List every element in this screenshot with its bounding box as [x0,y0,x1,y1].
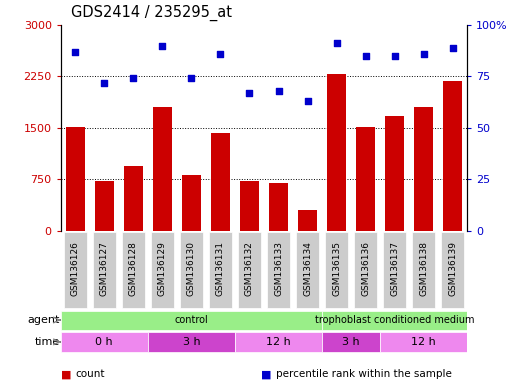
Point [129,75,138,81]
FancyBboxPatch shape [354,232,377,308]
Text: GSM136131: GSM136131 [216,241,225,296]
Text: percentile rank within the sample: percentile rank within the sample [276,369,452,379]
FancyBboxPatch shape [151,232,174,308]
Text: GSM136126: GSM136126 [71,241,80,296]
Text: 12 h: 12 h [266,337,291,347]
Point [275,88,283,94]
FancyBboxPatch shape [122,232,145,308]
Point [391,53,399,59]
Point [303,98,312,104]
Bar [356,127,375,231]
Point [71,49,80,55]
FancyBboxPatch shape [209,232,232,308]
Bar [95,181,114,231]
FancyBboxPatch shape [93,232,116,308]
Text: count: count [76,369,105,379]
FancyBboxPatch shape [383,232,406,308]
Point [187,75,196,81]
Bar [327,74,346,231]
FancyBboxPatch shape [148,333,235,352]
Bar [240,181,259,231]
Bar [269,183,288,231]
Text: ■: ■ [261,369,276,379]
FancyBboxPatch shape [267,232,290,308]
Point [333,40,341,46]
Text: GDS2414 / 235295_at: GDS2414 / 235295_at [71,5,232,21]
FancyBboxPatch shape [296,232,319,308]
Text: GSM136137: GSM136137 [390,241,399,296]
Point [216,51,225,57]
Text: GSM136132: GSM136132 [245,241,254,296]
Point [420,51,428,57]
FancyBboxPatch shape [380,333,467,352]
Text: trophoblast conditioned medium: trophoblast conditioned medium [315,315,475,325]
FancyBboxPatch shape [325,232,348,308]
Text: GSM136127: GSM136127 [100,241,109,296]
Text: time: time [35,337,60,347]
Point [245,90,254,96]
Text: GSM136135: GSM136135 [332,241,341,296]
Text: agent: agent [28,315,60,325]
FancyBboxPatch shape [180,232,203,308]
Bar [153,107,172,231]
Bar [66,127,84,231]
Point [449,45,457,51]
FancyBboxPatch shape [322,311,467,330]
Point [100,79,109,86]
Point [158,43,167,49]
FancyBboxPatch shape [235,333,322,352]
FancyBboxPatch shape [64,232,87,308]
FancyBboxPatch shape [61,311,322,330]
Text: GSM136136: GSM136136 [361,241,370,296]
Text: GSM136130: GSM136130 [187,241,196,296]
Text: 3 h: 3 h [342,337,360,347]
Text: ■: ■ [61,369,75,379]
Bar [444,81,462,231]
Text: GSM136129: GSM136129 [158,241,167,296]
Text: GSM136134: GSM136134 [303,241,312,296]
Text: control: control [175,315,208,325]
Text: 3 h: 3 h [183,337,200,347]
Text: 0 h: 0 h [96,337,113,347]
Text: 12 h: 12 h [411,337,436,347]
Text: GSM136138: GSM136138 [419,241,428,296]
Text: GSM136128: GSM136128 [129,241,138,296]
Bar [124,166,143,231]
FancyBboxPatch shape [238,232,261,308]
Bar [385,116,404,231]
FancyBboxPatch shape [322,333,380,352]
FancyBboxPatch shape [441,232,464,308]
Bar [211,133,230,231]
Bar [414,107,433,231]
FancyBboxPatch shape [412,232,435,308]
Text: GSM136133: GSM136133 [274,241,283,296]
Bar [298,210,317,231]
FancyBboxPatch shape [61,333,148,352]
Point [361,53,370,59]
Bar [182,174,201,231]
Text: GSM136139: GSM136139 [448,241,457,296]
